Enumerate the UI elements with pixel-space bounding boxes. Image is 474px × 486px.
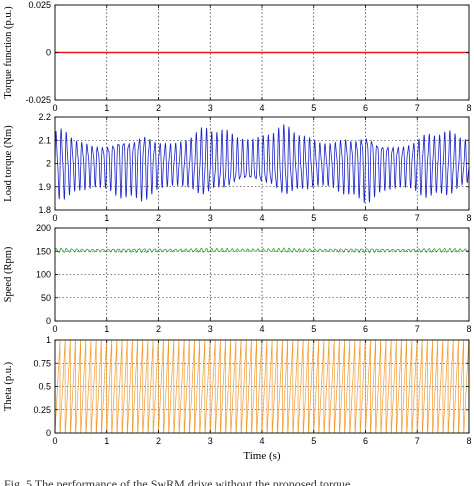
panel-2: 0 1 2 3 4 5 6 7 8 1.8 1.9 2 2.1 2.2 Load torque (Nm)	[3, 112, 472, 223]
x-tick-label: 6	[363, 213, 368, 223]
x-tick-label: 8	[466, 436, 471, 446]
x-tick-label: 2	[156, 436, 161, 446]
x-tick-label: 2	[156, 213, 161, 223]
x-tick-label: 1	[104, 324, 109, 334]
x-tick-label: 4	[259, 213, 264, 223]
figure-caption: Fig. 5 The performance of the SwRM drive…	[4, 477, 351, 486]
x-tick-label: 8	[466, 213, 471, 223]
x-tick-label: 7	[415, 213, 420, 223]
y-tick-label: 1	[46, 335, 51, 345]
y-tick-label: 0.75	[33, 358, 51, 368]
series-line	[54, 339, 470, 434]
x-tick-label: 5	[311, 436, 316, 446]
y-tick-label: 0	[46, 48, 51, 58]
y-tick-label: 150	[36, 246, 51, 256]
x-tick-label: 1	[104, 436, 109, 446]
x-tick-label: 4	[259, 436, 264, 446]
y-tick-label: 200	[36, 223, 51, 233]
y-axis-label: Torque function (p.u.)	[3, 6, 14, 99]
x-tick-label: 1	[104, 213, 109, 223]
x-tick-label: 0	[52, 213, 57, 223]
panel-3: 0 1 2 3 4 5 6 7 8 0 50 100 150 200 Speed (Rpm)	[3, 223, 472, 334]
x-tick-label: 7	[415, 436, 420, 446]
x-tick-label: 0	[52, 324, 57, 334]
x-tick-label: 8	[466, 103, 471, 113]
panel-4: 0 1 2 3 4 5 6 7 8 0 0.25 0.5 0.75 1 Theta (p.u.) Time (…	[3, 335, 472, 462]
y-axis-label: Load torque (Nm)	[3, 125, 14, 202]
y-axis-label: Speed (Rpm)	[3, 246, 14, 302]
y-tick-label: 100	[36, 270, 51, 280]
series-line	[54, 247, 470, 254]
x-tick-label: 2	[156, 324, 161, 334]
x-tick-label: 5	[311, 103, 316, 113]
x-tick-label: 2	[156, 103, 161, 113]
y-tick-label: 0	[46, 428, 51, 438]
y-tick-label: -0.025	[25, 95, 51, 105]
x-tick-label: 5	[311, 213, 316, 223]
series-line	[54, 124, 470, 203]
x-tick-label: 6	[363, 436, 368, 446]
y-tick-label: 0.25	[33, 405, 51, 415]
y-tick-label: 1.8	[38, 205, 51, 215]
x-tick-label: 0	[52, 436, 57, 446]
y-tick-label: 2	[46, 159, 51, 169]
x-tick-label: 0	[52, 103, 57, 113]
x-tick-label: 1	[104, 103, 109, 113]
x-axis-label: Time (s)	[243, 450, 281, 462]
y-tick-label: 2.1	[38, 135, 51, 145]
y-tick-label: 0	[46, 316, 51, 326]
x-tick-label: 4	[259, 103, 264, 113]
x-tick-label: 3	[208, 436, 213, 446]
y-tick-label: 2.2	[38, 112, 51, 122]
y-tick-label: 0.025	[28, 0, 51, 10]
x-tick-label: 7	[415, 324, 420, 334]
y-tick-label: 1.9	[38, 182, 51, 192]
x-tick-label: 5	[311, 324, 316, 334]
x-tick-label: 7	[415, 103, 420, 113]
x-tick-label: 8	[466, 324, 471, 334]
x-tick-label: 3	[208, 103, 213, 113]
x-tick-label: 4	[259, 324, 264, 334]
x-tick-label: 3	[208, 213, 213, 223]
y-axis-label: Theta (p.u.)	[3, 361, 14, 411]
x-tick-label: 6	[363, 324, 368, 334]
x-tick-label: 6	[363, 103, 368, 113]
y-tick-label: 0.5	[38, 382, 51, 392]
x-tick-label: 3	[208, 324, 213, 334]
y-tick-label: 50	[41, 293, 51, 303]
